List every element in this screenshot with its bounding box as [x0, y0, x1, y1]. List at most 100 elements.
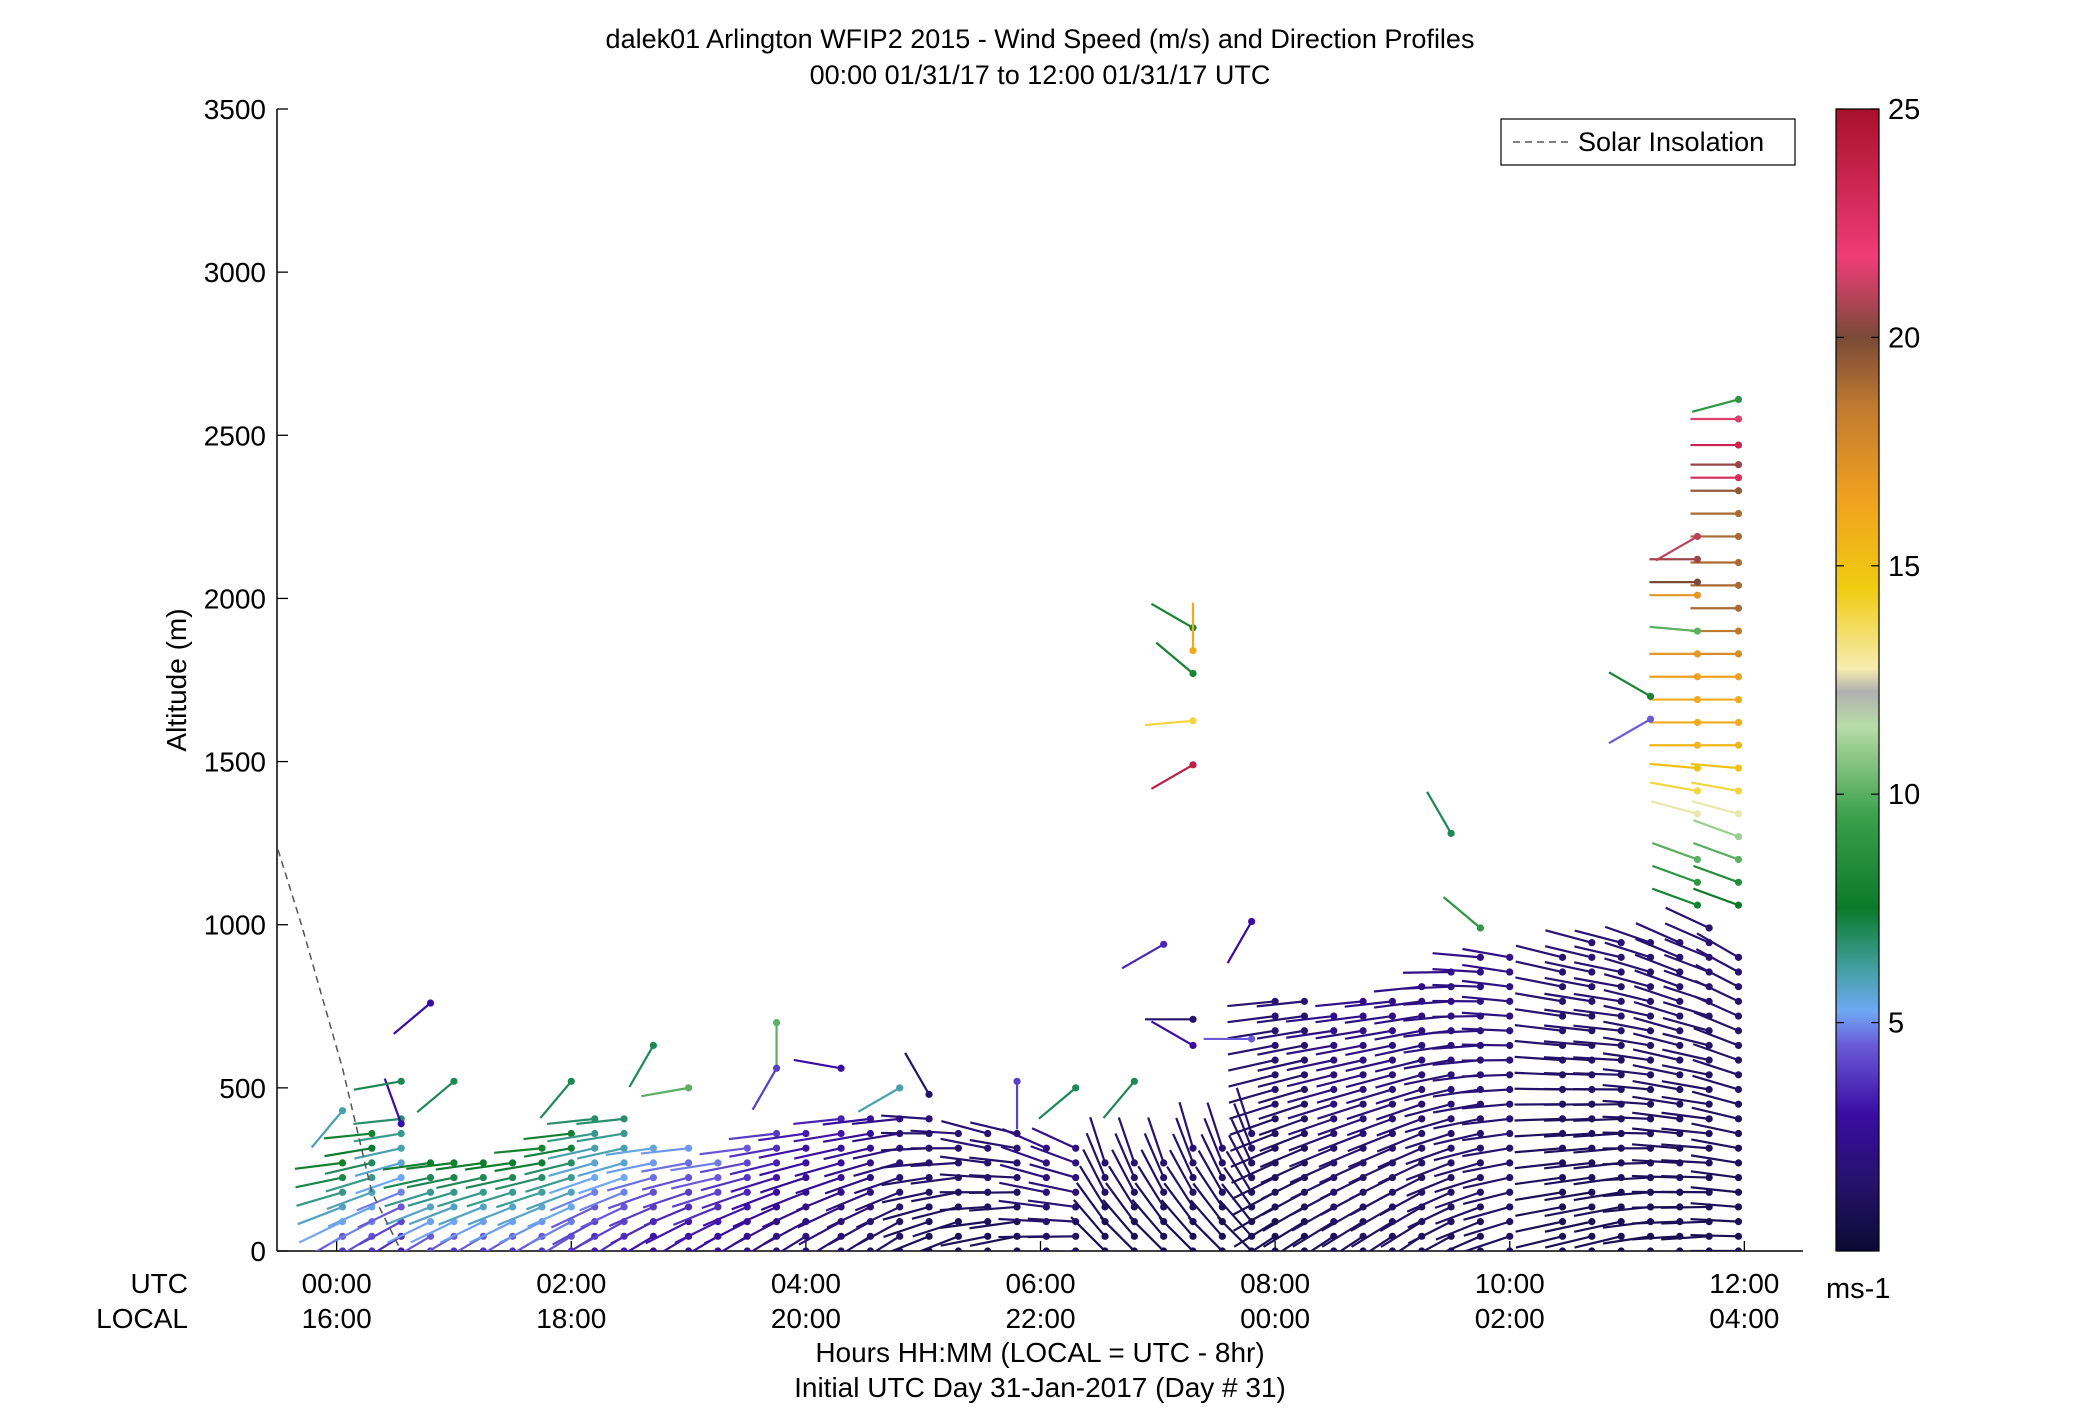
wind-barb-staff — [1631, 1159, 1680, 1165]
wind-barb-staff — [606, 1161, 654, 1174]
wind-barb-staff — [1318, 1161, 1364, 1184]
wind-barb-staff — [853, 1176, 901, 1195]
wind-barb-staff — [1175, 1117, 1195, 1164]
wind-barb-dot — [1388, 1012, 1397, 1020]
wind-barb-dot — [1476, 983, 1485, 991]
wind-barb-staff — [1604, 941, 1651, 959]
wind-barb-staff — [826, 1205, 871, 1229]
legend: Solar Insolation — [1500, 118, 1796, 166]
wind-barb-dot — [338, 1188, 347, 1196]
wind-barb-dot — [426, 1173, 435, 1182]
wind-barb-staff — [428, 1250, 431, 1251]
wind-barb-staff — [969, 1138, 1018, 1150]
wind-barb-dot — [1734, 718, 1743, 727]
wind-barb-staff — [1634, 969, 1681, 988]
wind-barb-staff — [549, 1191, 596, 1212]
wind-barb-staff — [1348, 1161, 1393, 1185]
wind-barb-staff — [1150, 763, 1194, 790]
wind-barb-dot — [397, 1144, 405, 1152]
wind-barb-staff — [1099, 1216, 1136, 1251]
wind-barb-dot — [591, 1129, 599, 1138]
wind-barb-staff — [1661, 1159, 1710, 1165]
wind-barb-staff — [523, 1132, 572, 1141]
colorbar-ticks: 5 10 15 20 25 — [1836, 94, 1920, 1040]
wind-barb-staff — [998, 1199, 1047, 1209]
wind-barb-dot — [714, 1247, 722, 1251]
wind-barb-dot — [1705, 1115, 1713, 1123]
wind-barb-staff — [1573, 1205, 1622, 1218]
wind-barb-staff — [1286, 1073, 1335, 1088]
wind-barb-staff — [1462, 1132, 1510, 1142]
wind-barb-staff — [1028, 1181, 1076, 1194]
wind-barb-dot — [620, 1173, 628, 1182]
wind-barb-staff — [1027, 1199, 1076, 1209]
wind-barb-staff — [1691, 1122, 1739, 1135]
wind-barb-dot — [1418, 1027, 1426, 1035]
wind-barb-staff — [1405, 1132, 1452, 1150]
wind-barb-staff — [1573, 961, 1622, 974]
wind-barb-staff — [701, 1191, 748, 1210]
wind-barb-staff — [1075, 1182, 1106, 1223]
wind-barb-staff — [1256, 1000, 1305, 1008]
wind-barb-staff — [1361, 1250, 1364, 1251]
wind-barb-staff — [1461, 1043, 1510, 1047]
x-tick-label-local: 20:00 — [771, 1303, 841, 1334]
wind-barb-staff — [759, 1176, 807, 1194]
wind-barb-dot — [1418, 983, 1426, 991]
wind-barb-staff — [605, 1147, 654, 1156]
wind-barb-staff — [1228, 1134, 1253, 1179]
wind-barb-staff — [1632, 1064, 1681, 1076]
wind-barb-dot — [649, 1144, 657, 1152]
x-tick-label-local: 18:00 — [536, 1303, 606, 1334]
wind-barb-dot — [1734, 1012, 1743, 1020]
wind-barb-dot — [591, 1144, 599, 1152]
wind-barb-staff — [881, 1131, 930, 1135]
wind-barb-staff — [1544, 945, 1593, 959]
wind-barb-dot — [743, 1159, 751, 1167]
wind-barb-dot — [1101, 1173, 1109, 1182]
wind-barb-staff — [298, 1220, 343, 1244]
wind-barb-staff — [1604, 957, 1651, 974]
wind-barb-staff — [853, 1161, 901, 1177]
wind-barb-staff — [1426, 791, 1453, 834]
x-tick-label-utc: 10:00 — [1475, 1268, 1545, 1299]
wind-barb-staff — [703, 1220, 748, 1245]
wind-barb-dot — [397, 1188, 405, 1196]
wind-barb-dot — [479, 1203, 487, 1211]
wind-barb-staff — [1228, 1073, 1276, 1088]
wind-barb-staff — [674, 1220, 719, 1244]
wind-barb-dot — [1160, 1159, 1168, 1167]
wind-barb-dot — [1734, 695, 1743, 704]
wind-barb-staff — [498, 1220, 543, 1245]
wind-barb-dot — [1646, 1085, 1655, 1094]
wind-barb-staff — [1543, 1056, 1592, 1062]
wind-barb-staff — [1632, 1079, 1681, 1091]
wind-barb-staff — [1137, 1165, 1165, 1208]
wind-barb-staff — [1403, 1044, 1452, 1054]
wind-barb-dot — [1388, 1247, 1397, 1251]
wind-barb-staff — [1462, 1161, 1510, 1174]
wind-barb-staff — [881, 1176, 930, 1187]
wind-barb-dot — [1617, 939, 1625, 947]
wind-barb-staff — [353, 1080, 402, 1091]
wind-barb-dot — [1218, 1188, 1226, 1196]
wind-barb-staff — [1376, 1132, 1423, 1153]
wind-barb-staff — [1649, 781, 1698, 793]
wind-barb-dot — [1189, 1041, 1197, 1050]
y-tick-label: 3500 — [204, 94, 266, 125]
wind-barb-staff — [1290, 1176, 1335, 1200]
wind-barb-staff — [1280, 1235, 1306, 1251]
wind-barb-staff — [1691, 1106, 1739, 1120]
wind-barb-staff — [1442, 896, 1482, 929]
wind-barb-staff — [1403, 970, 1452, 974]
colorbar-gradient — [1835, 108, 1880, 1252]
wind-barb-dot — [1300, 1012, 1309, 1020]
wind-barb-staff — [310, 1109, 344, 1149]
wind-barb-staff — [1574, 1235, 1622, 1249]
wind-barb-dot — [1558, 997, 1567, 1005]
wind-barb-dot — [479, 1159, 487, 1167]
wind-barb-staff — [1695, 948, 1740, 973]
wind-barb-dot — [684, 1084, 693, 1092]
wind-barb-dot — [338, 1203, 347, 1211]
wind-barb-staff — [1604, 925, 1651, 944]
